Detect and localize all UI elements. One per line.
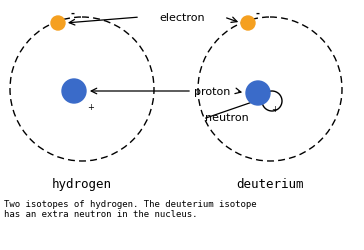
Text: neutron: neutron <box>205 112 249 122</box>
Circle shape <box>241 17 255 31</box>
Circle shape <box>262 92 282 112</box>
Circle shape <box>51 17 65 31</box>
Text: Two isotopes of hydrogen. The deuterium isotope
has an extra neutron in the nucl: Two isotopes of hydrogen. The deuterium … <box>4 199 257 218</box>
Text: electron: electron <box>159 13 205 23</box>
Text: +: + <box>271 104 278 114</box>
Text: -: - <box>70 9 74 19</box>
Text: -: - <box>256 9 260 19</box>
Circle shape <box>246 82 270 106</box>
Text: hydrogen: hydrogen <box>52 177 112 190</box>
Text: proton: proton <box>194 87 230 97</box>
Text: deuterium: deuterium <box>236 177 304 190</box>
Text: +: + <box>87 102 94 112</box>
Circle shape <box>62 80 86 104</box>
